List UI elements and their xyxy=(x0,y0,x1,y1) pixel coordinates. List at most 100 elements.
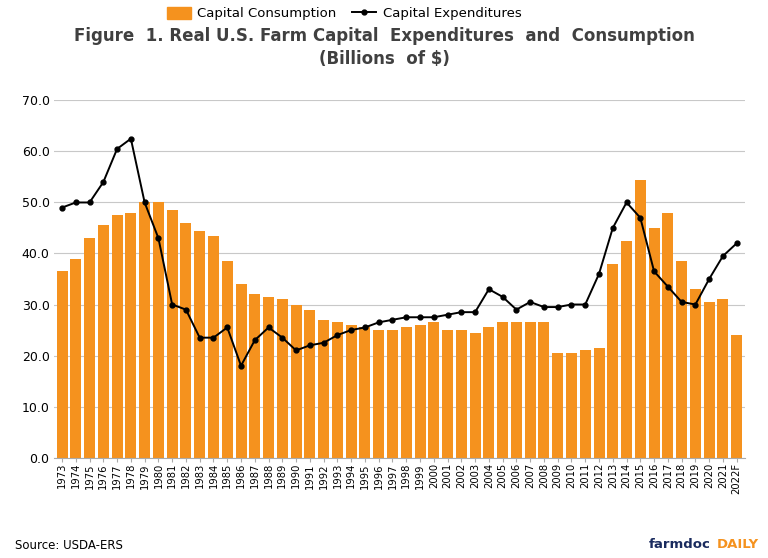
Capital Expenditures xyxy=(498,294,507,300)
Bar xyxy=(401,328,412,458)
Bar xyxy=(208,235,219,458)
Capital Expenditures xyxy=(485,286,494,292)
Bar xyxy=(442,330,453,458)
Capital Expenditures xyxy=(650,268,659,275)
Capital Expenditures xyxy=(223,324,232,331)
Capital Expenditures xyxy=(402,314,411,321)
Capital Expenditures xyxy=(209,334,218,341)
Bar xyxy=(359,328,370,458)
Capital Expenditures xyxy=(71,199,81,206)
Text: Source: USDA-ERS: Source: USDA-ERS xyxy=(15,540,123,552)
Capital Expenditures xyxy=(581,301,590,308)
Capital Expenditures xyxy=(99,179,108,185)
Capital Expenditures xyxy=(181,306,190,313)
Text: farmdoc: farmdoc xyxy=(649,538,711,551)
Capital Expenditures xyxy=(539,304,548,310)
Capital Expenditures xyxy=(415,314,425,321)
Capital Expenditures xyxy=(85,199,94,206)
Capital Expenditures xyxy=(622,199,631,206)
Bar xyxy=(483,328,495,458)
Capital Expenditures xyxy=(319,339,328,346)
Capital Expenditures xyxy=(126,136,135,142)
Bar xyxy=(276,300,288,458)
Capital Expenditures xyxy=(333,332,342,339)
Bar xyxy=(621,240,632,458)
Capital Expenditures xyxy=(250,337,260,344)
Bar xyxy=(429,323,439,458)
Bar xyxy=(552,353,563,458)
Bar xyxy=(290,305,302,458)
Capital Expenditures xyxy=(471,309,480,315)
Capital Expenditures xyxy=(237,362,246,369)
Bar xyxy=(222,261,233,458)
Capital Expenditures xyxy=(553,304,562,310)
Capital Expenditures xyxy=(567,301,576,308)
Bar xyxy=(676,261,687,458)
Capital Expenditures xyxy=(636,214,645,221)
Bar xyxy=(71,258,81,458)
Capital Expenditures xyxy=(664,283,673,290)
Capital Expenditures xyxy=(690,301,700,308)
Capital Expenditures xyxy=(154,235,163,242)
Bar xyxy=(717,300,728,458)
Bar xyxy=(469,333,481,458)
Capital Expenditures xyxy=(608,225,617,232)
Capital Expenditures xyxy=(704,276,713,282)
Bar xyxy=(731,335,742,458)
Capital Expenditures xyxy=(346,326,356,333)
Bar xyxy=(525,323,535,458)
Capital Expenditures xyxy=(278,334,287,341)
Bar xyxy=(415,325,425,458)
Bar xyxy=(346,325,356,458)
Bar xyxy=(139,203,150,458)
Bar xyxy=(167,210,177,458)
Capital Expenditures xyxy=(264,324,273,331)
Capital Expenditures xyxy=(511,306,521,313)
Bar xyxy=(456,330,467,458)
Bar xyxy=(566,353,577,458)
Bar xyxy=(497,323,508,458)
Capital Expenditures xyxy=(167,301,177,308)
Capital Expenditures xyxy=(195,334,204,341)
Bar xyxy=(594,348,604,458)
Text: Figure  1. Real U.S. Farm Capital  Expenditures  and  Consumption: Figure 1. Real U.S. Farm Capital Expendi… xyxy=(74,27,694,45)
Capital Expenditures xyxy=(305,342,314,349)
Capital Expenditures xyxy=(140,199,149,206)
Bar xyxy=(153,203,164,458)
Capital Expenditures xyxy=(594,271,604,277)
Legend: Capital Consumption, Capital Expenditures: Capital Consumption, Capital Expenditure… xyxy=(167,7,521,21)
Capital Expenditures xyxy=(443,311,452,318)
Line: Capital Expenditures: Capital Expenditures xyxy=(60,136,739,368)
Capital Expenditures xyxy=(429,314,439,321)
Text: (Billions  of $): (Billions of $) xyxy=(319,50,449,68)
Text: DAILY: DAILY xyxy=(717,538,759,551)
Bar xyxy=(580,350,591,458)
Capital Expenditures xyxy=(677,299,687,305)
Bar xyxy=(373,330,384,458)
Capital Expenditures xyxy=(58,204,67,211)
Capital Expenditures xyxy=(112,146,121,152)
Bar xyxy=(703,302,715,458)
Bar xyxy=(690,289,701,458)
Bar xyxy=(180,223,191,458)
Bar xyxy=(194,230,205,458)
Capital Expenditures xyxy=(457,309,466,315)
Bar xyxy=(250,294,260,458)
Bar xyxy=(538,323,549,458)
Bar xyxy=(607,264,618,458)
Capital Expenditures xyxy=(292,347,301,354)
Capital Expenditures xyxy=(525,299,535,305)
Bar xyxy=(98,225,109,458)
Bar xyxy=(125,213,137,458)
Bar xyxy=(304,310,316,458)
Bar xyxy=(635,180,646,458)
Bar xyxy=(57,271,68,458)
Bar xyxy=(236,284,247,458)
Bar xyxy=(511,323,522,458)
Bar xyxy=(387,330,398,458)
Bar xyxy=(84,238,95,458)
Bar xyxy=(662,213,674,458)
Bar xyxy=(111,215,123,458)
Capital Expenditures xyxy=(388,316,397,323)
Bar xyxy=(263,297,274,458)
